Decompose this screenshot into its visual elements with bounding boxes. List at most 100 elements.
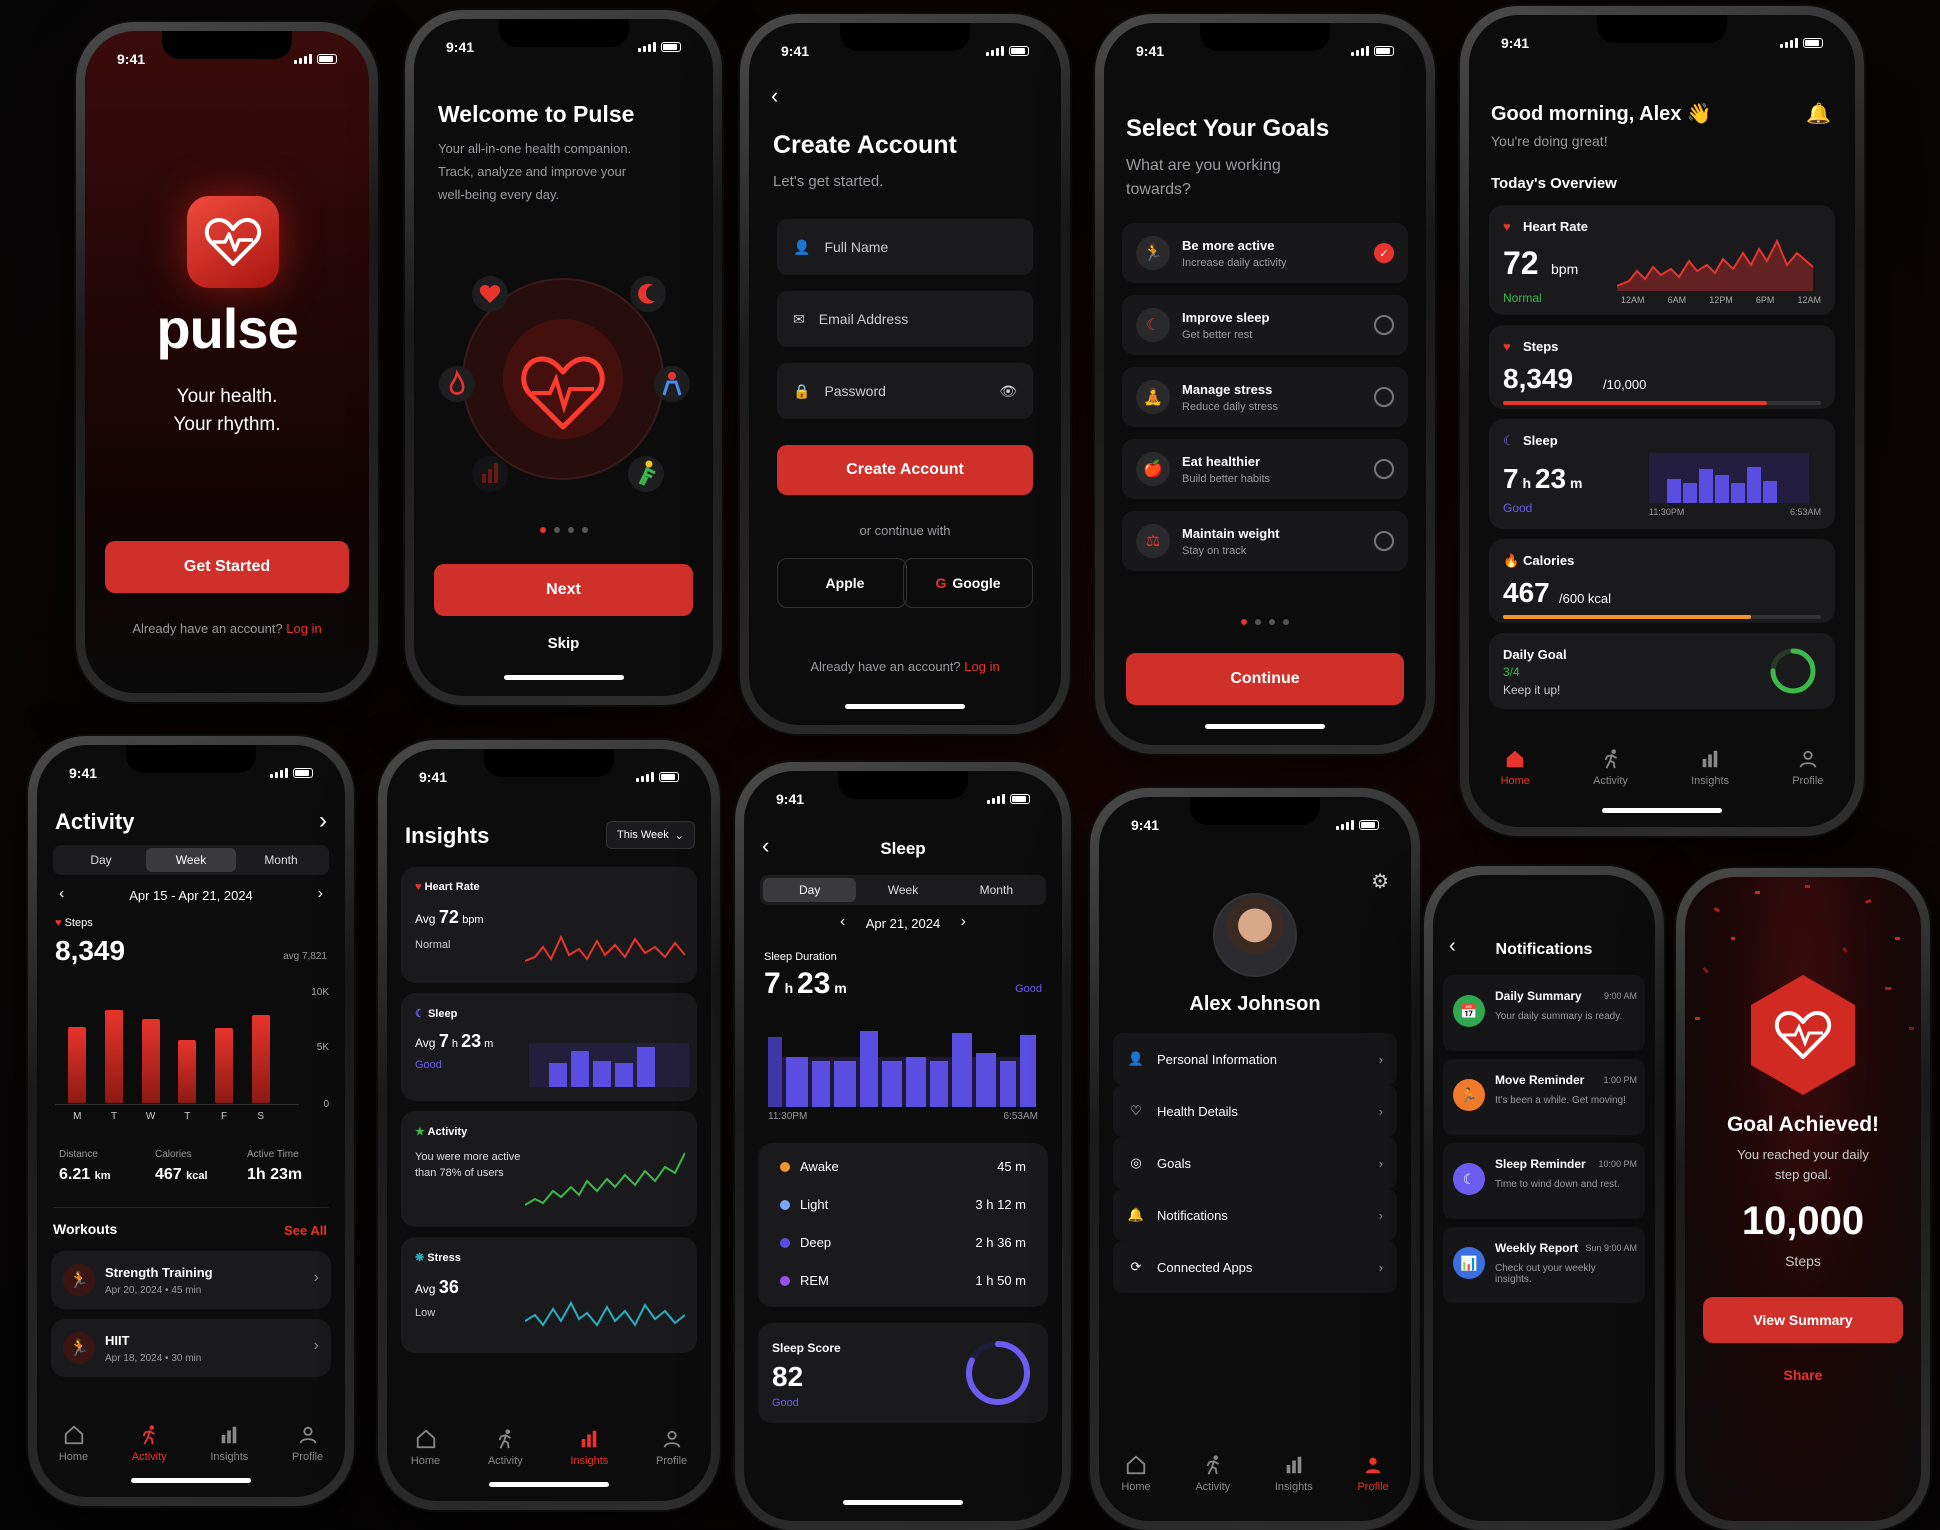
seg-month[interactable]: Month — [979, 883, 1013, 897]
password-field[interactable]: 🔒 Password 👁 — [777, 363, 1033, 419]
steps-bar[interactable] — [178, 1040, 197, 1103]
forward-chevron-icon[interactable]: › — [319, 807, 327, 834]
goal-option[interactable]: 🏃 Be more active Increase daily activity ✓ — [1122, 223, 1408, 283]
tab-insights[interactable]: Insights — [1275, 1454, 1313, 1493]
prev-day-icon[interactable]: ‹ — [840, 913, 846, 930]
app-logo — [187, 196, 279, 288]
tab-home[interactable]: Home — [1501, 748, 1530, 787]
radio-icon[interactable] — [1374, 315, 1394, 335]
tab-home[interactable]: Home — [1121, 1454, 1151, 1493]
profile-menu-item[interactable]: ⟳ Connected Apps › — [1113, 1241, 1397, 1293]
radio-icon[interactable] — [1374, 387, 1394, 407]
calories-card[interactable]: 🔥 Calories 467 /600 kcal — [1489, 539, 1835, 623]
goal-option[interactable]: 🧘 Manage stress Reduce daily stress — [1122, 367, 1408, 427]
next-day-icon[interactable]: › — [960, 913, 966, 930]
tab-home[interactable]: Home — [411, 1428, 440, 1467]
y-tick-10k: 10K — [311, 987, 329, 998]
next-week-icon[interactable]: › — [317, 885, 323, 902]
see-all-link[interactable]: See All — [284, 1223, 327, 1238]
period-segmented-control[interactable]: Day Week Month — [760, 875, 1046, 905]
sleep-score-card[interactable]: Sleep Score 82 Good — [758, 1323, 1048, 1423]
insight-heart-rate[interactable]: ♥ Heart Rate Avg 72 bpm Normal — [401, 867, 697, 983]
login-link[interactable]: Log in — [286, 621, 322, 636]
continue-button[interactable]: Continue — [1126, 653, 1404, 705]
daily-goal-card[interactable]: Daily Goal 3/4 Keep it up! — [1489, 633, 1835, 709]
heart-icon: ♥ — [1503, 219, 1511, 234]
tab-profile[interactable]: Profile — [1792, 748, 1823, 787]
skip-button[interactable]: Skip — [547, 635, 580, 652]
tab-activity[interactable]: Activity — [132, 1424, 167, 1463]
seg-week[interactable]: Week — [887, 883, 919, 897]
tab-insights[interactable]: Insights — [570, 1428, 608, 1467]
phone-splash: 9:41 pulse Your health. Your rhythm. Get… — [76, 22, 378, 702]
insight-stress[interactable]: ❋ Stress Avg 36 Low — [401, 1237, 697, 1353]
tab-home[interactable]: Home — [59, 1424, 88, 1463]
view-summary-button[interactable]: View Summary — [1703, 1297, 1903, 1343]
hr-tick-label: 12AM — [1797, 295, 1821, 305]
running-icon — [1206, 1455, 1219, 1475]
radio-icon[interactable] — [1374, 531, 1394, 551]
steps-bar[interactable] — [105, 1010, 123, 1103]
steps-bar[interactable] — [251, 1015, 270, 1103]
steps-bar[interactable] — [141, 1019, 160, 1103]
profile-menu-item[interactable]: ◎ Goals › — [1113, 1137, 1397, 1189]
workout-row-hiit[interactable]: 🏃 HIIT Apr 18, 2024 • 30 min › — [51, 1319, 331, 1377]
period-segmented-control[interactable]: Day Week Month — [53, 845, 329, 875]
tab-insights[interactable]: Insights — [1691, 748, 1729, 787]
stage-name: Awake — [800, 1159, 839, 1174]
notification-item[interactable]: 🏃 Move Reminder 1:00 PM It's been a while. … — [1443, 1059, 1645, 1135]
back-chevron-icon[interactable]: ‹ — [762, 833, 770, 858]
tab-profile[interactable]: Profile — [292, 1424, 323, 1463]
eye-icon[interactable]: 👁 — [999, 382, 1017, 399]
seg-day[interactable]: Day — [90, 853, 112, 867]
login-link[interactable]: Log in — [964, 659, 1000, 674]
goal-option[interactable]: ☾ Improve sleep Get better rest — [1122, 295, 1408, 355]
steps-bar[interactable] — [215, 1028, 233, 1103]
email-field[interactable]: ✉ Email Address — [777, 291, 1033, 347]
tab-activity[interactable]: Activity — [1195, 1454, 1230, 1493]
steps-card[interactable]: ♥ Steps 8,349 /10,000 — [1489, 325, 1835, 409]
tab-profile[interactable]: Profile — [1357, 1454, 1389, 1493]
score-ring — [966, 1341, 1030, 1405]
google-button[interactable]: G Google — [903, 558, 1033, 608]
tab-activity[interactable]: Activity — [1593, 748, 1628, 787]
tab-profile[interactable]: Profile — [656, 1428, 687, 1467]
workout-row-strength[interactable]: 🏃 Strength Training Apr 20, 2024 • 45 mi… — [51, 1251, 331, 1309]
insight-activity[interactable]: ★ Activity You were more active than 78%… — [401, 1111, 697, 1227]
goal-option[interactable]: 🍎 Eat healthier Build better habits — [1122, 439, 1408, 499]
tab-insights[interactable]: Insights — [210, 1424, 248, 1463]
goal-option[interactable]: ⚖ Maintain weight Stay on track — [1122, 511, 1408, 571]
create-account-button[interactable]: Create Account — [777, 445, 1033, 495]
back-chevron-icon[interactable]: ‹ — [771, 83, 779, 108]
welcome-desc-1: Your all-in-one health companion. — [438, 141, 632, 156]
share-button[interactable]: Share — [1783, 1367, 1823, 1383]
insight-sleep[interactable]: ☾ Sleep Avg 7 h 23 m Good — [401, 993, 697, 1101]
get-started-button[interactable]: Get Started — [105, 541, 349, 593]
sleep-card[interactable]: ☾ Sleep 7 h 23 m Good 11:30PM 6:53AM — [1489, 419, 1835, 529]
gear-icon[interactable]: ⚙ — [1371, 871, 1389, 893]
heart-rate-card[interactable]: ♥ Heart Rate 72 bpm Normal 12AM 6AM 12PM 6P… — [1489, 205, 1835, 315]
back-chevron-icon[interactable]: ‹ — [1449, 935, 1456, 957]
notification-item[interactable]: 📊 Weekly Report Sun 9:00 AM Check out your … — [1443, 1227, 1645, 1303]
check-circle-icon[interactable]: ✓ — [1374, 243, 1394, 263]
date-range: Apr 15 - Apr 21, 2024 — [129, 888, 253, 903]
radio-icon[interactable] — [1374, 459, 1394, 479]
period-dropdown[interactable]: This Week ⌄ — [606, 821, 695, 849]
profile-menu-item[interactable]: 🔔 Notifications › — [1113, 1189, 1397, 1241]
bell-icon[interactable]: 🔔 — [1806, 103, 1831, 125]
profile-menu-item[interactable]: ♡ Health Details › — [1113, 1085, 1397, 1137]
seg-day[interactable]: Day — [763, 878, 857, 902]
prev-week-icon[interactable]: ‹ — [59, 885, 65, 902]
tagline-line2: Your rhythm. — [173, 414, 281, 435]
seg-month[interactable]: Month — [264, 853, 298, 867]
profile-menu-item[interactable]: 👤 Personal Information › — [1113, 1033, 1397, 1085]
apple-button[interactable]: Apple — [777, 558, 907, 608]
full-name-field[interactable]: 👤 Full Name — [777, 219, 1033, 275]
activity-text-2: than 78% of users — [415, 1167, 504, 1179]
tab-activity[interactable]: Activity — [488, 1428, 523, 1467]
seg-week[interactable]: Week — [146, 848, 236, 872]
steps-bar[interactable] — [68, 1027, 87, 1103]
notification-item[interactable]: 📅 Daily Summary 9:00 AM Your daily summary … — [1443, 975, 1645, 1051]
notification-item[interactable]: ☾ Sleep Reminder 10:00 PM Time to wind down… — [1443, 1143, 1645, 1219]
next-button[interactable]: Next — [434, 564, 693, 616]
